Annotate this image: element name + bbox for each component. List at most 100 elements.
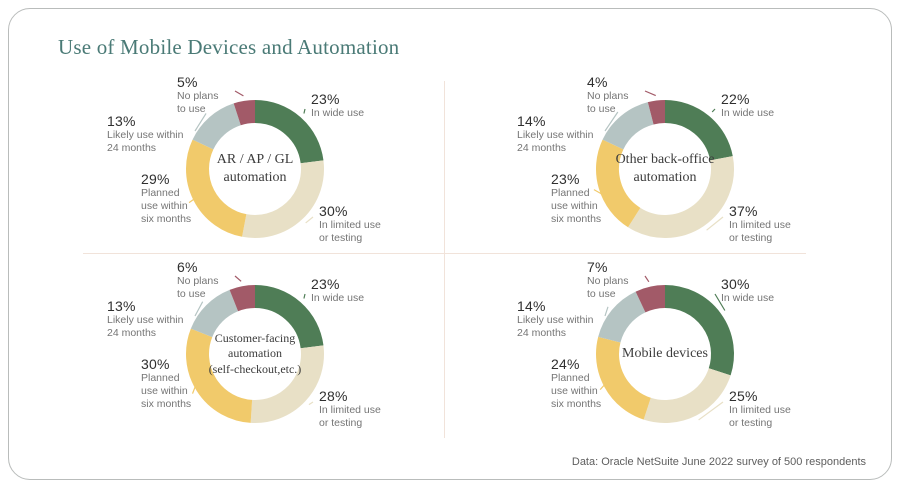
slice-label-text: 24 months: [517, 327, 567, 339]
donut-svg: [186, 275, 324, 423]
slice-label-pct: 23%: [551, 171, 580, 187]
slice-label-text: No plans: [587, 90, 629, 102]
slice-label-pct: 6%: [177, 259, 198, 275]
slice-label: 28% In limited use or testing: [319, 388, 381, 430]
slice-label: 14% Likely use within 24 months: [517, 113, 593, 155]
donut-center-label-line: AR / AP / GL: [216, 152, 294, 168]
slice-label: 4% No plans to use: [587, 74, 628, 116]
source-note: Data: Oracle NetSuite June 2022 survey o…: [571, 456, 866, 468]
slice-label: 30% In wide use: [721, 276, 774, 305]
slice-label-text: Likely use within: [517, 129, 594, 141]
donut-center-label: AR / AP / GL automation: [180, 151, 330, 187]
donut-center-label-line: Mobile devices: [622, 346, 708, 362]
slice-label-text: Likely use within: [107, 129, 184, 141]
slice-label-pct: 22%: [721, 91, 750, 107]
donut-center-label: Other back-office automation: [590, 151, 740, 187]
donut-segment: [635, 285, 666, 313]
slice-label-text: Likely use within: [107, 314, 184, 326]
donut-center-label: Customer-facing automation (self-checkout,…: [190, 331, 320, 377]
leader-line: [593, 189, 608, 198]
leader-line: [308, 401, 314, 406]
slice-label: 5% No plans to use: [177, 74, 218, 116]
slice-label-text: use within: [141, 200, 188, 212]
leader-line: [188, 196, 198, 204]
slice-label-text: 24 months: [517, 142, 567, 154]
slice-label: 23% In wide use: [311, 91, 364, 120]
slice-label-pct: 5%: [177, 74, 198, 90]
donut-segment: [598, 291, 646, 344]
slice-label: 23% In wide use: [311, 276, 364, 305]
chart-title: Use of Mobile Devices and Automation: [58, 35, 400, 59]
slice-label: 30% Planned use within six months: [141, 356, 191, 411]
slice-label-pct: 13%: [107, 113, 136, 129]
donut-chart-1: AR / AP / GL automation 23% In wide use 30% I…: [76, 69, 443, 254]
slice-label-pct: 7%: [587, 259, 608, 275]
leader-line: [644, 90, 656, 97]
donut-chart-3: Customer-facing automation (self-checkout,…: [76, 254, 443, 439]
slice-label-pct: 23%: [311, 276, 340, 292]
slice-label-text: Planned: [551, 187, 590, 199]
slice-label-pct: 25%: [729, 388, 758, 404]
leader-line: [714, 293, 726, 311]
leader-line: [303, 108, 306, 114]
slice-label: 23% Planned use within six months: [551, 171, 601, 226]
donut-segment: [186, 328, 253, 423]
donut-segment: [664, 100, 733, 161]
donut-segment: [254, 285, 324, 349]
donut-segment: [233, 99, 256, 126]
donut-segment: [596, 336, 652, 420]
slice-label: 7% No plans to use: [587, 259, 628, 301]
slice-label-text: or testing: [319, 232, 363, 244]
slice-label-text: In limited use: [729, 404, 791, 416]
leader-line: [305, 216, 314, 224]
donut-center-label-line: automation: [633, 170, 697, 185]
donut-chart-2: Other back-office automation 22% In wide us…: [443, 69, 810, 254]
slice-label-text: Planned: [141, 372, 180, 384]
slice-label-text: In wide use: [311, 292, 365, 304]
slice-label-text: to use: [587, 288, 616, 300]
donut-segment: [254, 100, 324, 164]
quadrant-divider-vertical: [444, 81, 445, 438]
slice-label-text: In limited use: [319, 219, 381, 231]
donut-segment: [647, 100, 666, 125]
slice-label-text: six months: [141, 213, 192, 225]
slice-label-pct: 30%: [319, 203, 348, 219]
slice-label-text: to use: [177, 288, 206, 300]
slice-label-text: or testing: [729, 417, 773, 429]
leader-line: [604, 111, 619, 132]
slice-label: 6% No plans to use: [177, 259, 218, 301]
slice-label-pct: 37%: [729, 203, 758, 219]
slice-label: 22% In wide use: [721, 91, 774, 120]
slice-label-text: or testing: [319, 417, 363, 429]
charts-grid: AR / AP / GL automation 23% In wide use 30% I…: [76, 69, 810, 439]
donut-segment: [190, 289, 239, 338]
slice-label-pct: 14%: [517, 113, 546, 129]
leader-line: [711, 108, 716, 113]
slice-label: 30% In limited use or testing: [319, 203, 381, 245]
slice-label-text: In wide use: [311, 107, 365, 119]
slice-label-pct: 30%: [141, 356, 170, 372]
leader-line: [191, 381, 198, 394]
slice-label-text: Planned: [141, 187, 180, 199]
leader-line: [599, 381, 608, 391]
donut-chart-4: Mobile devices 30% In wide use 25% In limite…: [443, 254, 810, 439]
slice-label-text: In wide use: [721, 292, 775, 304]
donut-segment: [643, 367, 731, 423]
slice-label-pct: 29%: [141, 171, 170, 187]
slice-label-text: In limited use: [729, 219, 791, 231]
donut-svg: [593, 90, 734, 238]
slice-label-pct: 14%: [517, 298, 546, 314]
slice-label-text: use within: [551, 200, 598, 212]
donut-center-label: Mobile devices: [590, 345, 740, 363]
slice-label-text: Likely use within: [517, 314, 594, 326]
slice-label-text: 24 months: [107, 327, 157, 339]
leader-line: [194, 113, 207, 132]
slice-label: 14% Likely use within 24 months: [517, 298, 593, 340]
slice-label-text: 24 months: [107, 142, 157, 154]
slice-label: 37% In limited use or testing: [729, 203, 791, 245]
slice-label-text: use within: [551, 385, 598, 397]
donut-center-label-line: automation: [223, 170, 287, 185]
donut-segment: [242, 160, 324, 238]
slice-label: 29% Planned use within six months: [141, 171, 191, 226]
slice-label-text: or testing: [729, 232, 773, 244]
